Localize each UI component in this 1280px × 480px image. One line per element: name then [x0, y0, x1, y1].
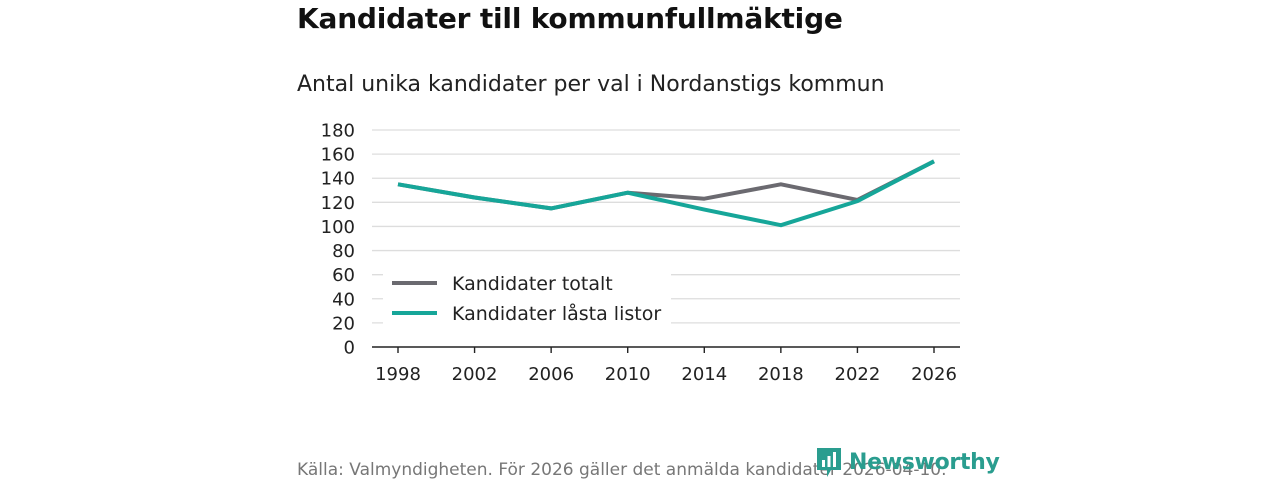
- y-tick-label: 20: [332, 313, 355, 334]
- y-tick-label: 140: [321, 169, 355, 190]
- x-tick-label: 2022: [835, 364, 881, 385]
- x-tick-label: 2026: [911, 364, 957, 385]
- y-tick-label: 60: [332, 265, 355, 286]
- chart-subtitle: Antal unika kandidater per val i Nordans…: [297, 72, 885, 97]
- source-note: Källa: Valmyndigheten. För 2026 gäller d…: [297, 460, 947, 480]
- x-tick-label: 2018: [758, 364, 804, 385]
- y-tick-label: 180: [321, 121, 355, 142]
- y-axis-ticks: 0 20 40 60 80 100 120 140 160 180: [321, 121, 355, 359]
- legend-label-lasta: Kandidater låsta listor: [452, 302, 661, 325]
- y-tick-label: 0: [344, 338, 355, 359]
- legend: Kandidater totalt Kandidater låsta listor: [383, 268, 671, 330]
- y-tick-label: 160: [321, 145, 355, 166]
- chart-title: Kandidater till kommunfullmäktige: [297, 2, 843, 35]
- y-tick-label: 40: [332, 289, 355, 310]
- y-tick-label: 120: [321, 193, 355, 214]
- series-lines: [397, 159, 935, 228]
- series-line-lasta: [397, 159, 935, 228]
- newsworthy-logo: Newsworthy: [815, 446, 1000, 478]
- x-axis-ticks: 1998 2002 2006 2010 2014 2018 2022 2026: [375, 347, 957, 385]
- x-tick-label: 2006: [528, 364, 574, 385]
- x-tick-label: 1998: [375, 364, 421, 385]
- y-tick-label: 80: [332, 241, 355, 262]
- legend-label-totalt: Kandidater totalt: [452, 273, 613, 295]
- legend-background: [383, 268, 671, 330]
- newsworthy-logo-text: Newsworthy: [849, 449, 1000, 475]
- x-tick-label: 2002: [452, 364, 498, 385]
- x-tick-label: 2010: [605, 364, 651, 385]
- x-tick-label: 2014: [681, 364, 727, 385]
- newsworthy-logo-icon: [817, 448, 841, 477]
- line-chart: 0 20 40 60 80 100 120 140 160 180 1998 2002 2006 201…: [321, 121, 960, 385]
- y-tick-label: 100: [321, 217, 355, 238]
